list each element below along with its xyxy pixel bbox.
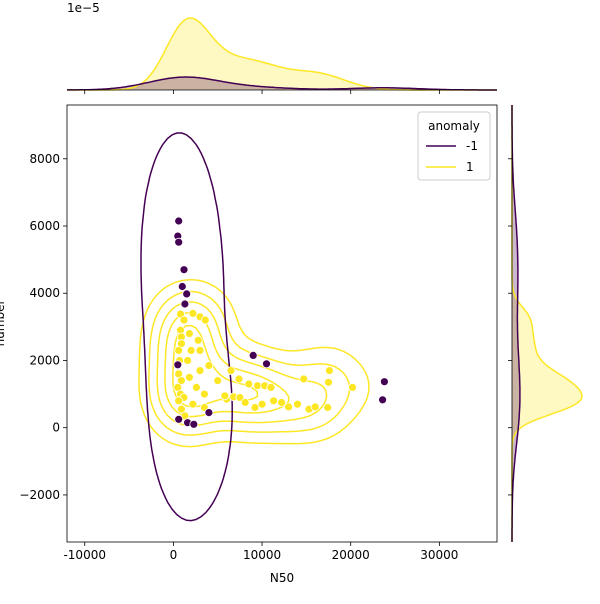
- x-tick-label: 30000: [420, 548, 458, 562]
- data-point-normal: [277, 398, 287, 407]
- data-point-normal: [188, 399, 198, 409]
- y-axis-ticks: −2000 0 2000 4000 6000 8000: [19, 152, 67, 502]
- data-point-normal: [323, 403, 333, 412]
- y-tick-label: 0: [52, 421, 60, 435]
- main-axes: -10000 0 10000 20000 30000 −2000 0 2000 4000 600…: [0, 104, 498, 585]
- data-point-normal: [266, 382, 276, 392]
- top-kde-fill-1: [67, 18, 497, 90]
- right-marginal-ticks: [508, 158, 512, 496]
- right-kde-fill-minus1: [512, 105, 520, 542]
- x-axis-ticks: -10000 0 10000 20000 30000: [63, 542, 458, 562]
- y-tick-label: 8000: [29, 152, 60, 166]
- data-point-normal: [284, 402, 294, 412]
- data-point-normal: [184, 329, 194, 339]
- data-point-normal: [183, 356, 193, 365]
- scatter-points: [173, 216, 389, 429]
- data-point-normal: [235, 393, 245, 402]
- x-tick-label: 10000: [243, 548, 281, 562]
- top-marginal-offset-label: 1e−5: [67, 1, 100, 15]
- data-point-normal: [324, 377, 333, 387]
- data-point-normal: [179, 315, 189, 325]
- data-point-normal: [293, 399, 302, 409]
- x-tick-label: 20000: [332, 548, 370, 562]
- legend: anomaly -1 1: [417, 111, 491, 181]
- legend-label-minus1: -1: [466, 139, 478, 153]
- top-kde-line-minus1: [67, 76, 497, 91]
- data-point-normal: [299, 374, 309, 384]
- y-tick-label: 4000: [29, 286, 60, 300]
- data-point-anomaly: [177, 282, 187, 291]
- data-point-anomaly: [262, 359, 271, 369]
- legend-title: anomaly: [428, 119, 480, 133]
- data-point-anomaly: [204, 408, 214, 418]
- data-point-normal: [348, 382, 357, 392]
- x-tick-label: -10000: [63, 548, 106, 562]
- data-point-normal: [244, 379, 254, 389]
- kde-contour-line: [140, 132, 233, 522]
- data-point-normal: [174, 396, 184, 406]
- data-point-anomaly: [174, 237, 184, 247]
- data-point-normal: [226, 366, 236, 376]
- y-tick-label: 6000: [29, 219, 60, 233]
- data-point-normal: [220, 391, 230, 401]
- data-point-normal: [213, 376, 223, 386]
- data-point-normal: [240, 398, 250, 407]
- data-point-normal: [188, 308, 198, 318]
- right-marginal-kde: [508, 105, 583, 542]
- top-kde-fill-minus1: [67, 77, 497, 90]
- data-point-anomaly: [378, 395, 388, 405]
- data-point-normal: [186, 345, 196, 355]
- data-point-normal: [193, 335, 203, 345]
- x-tick-label: 0: [170, 548, 178, 562]
- data-point-normal: [204, 361, 214, 370]
- data-point-normal: [310, 402, 320, 412]
- right-kde-line-minus1: [511, 105, 521, 542]
- data-point-anomaly: [179, 265, 189, 275]
- data-point-normal: [250, 403, 260, 412]
- top-marginal-ticks: [84, 90, 440, 94]
- main-axes-frame: [66, 104, 498, 543]
- data-point-anomaly: [379, 377, 389, 387]
- right-kde-fill-1: [512, 105, 582, 542]
- data-point-anomaly: [180, 299, 190, 309]
- legend-label-1: 1: [466, 160, 474, 174]
- data-point-normal: [195, 366, 205, 376]
- data-point-normal: [200, 315, 210, 325]
- y-tick-label: 2000: [29, 353, 60, 367]
- data-point-normal: [195, 345, 205, 355]
- x-axis-label: N50: [270, 571, 294, 585]
- data-point-normal: [191, 382, 201, 392]
- top-marginal-kde: 1e−5: [67, 1, 497, 94]
- data-point-anomaly: [174, 414, 184, 424]
- data-point-normal: [176, 404, 186, 414]
- data-point-normal: [324, 366, 334, 376]
- data-point-anomaly: [248, 350, 258, 360]
- kde-contours: [138, 132, 370, 522]
- data-point-normal: [199, 389, 209, 399]
- data-point-normal: [257, 399, 267, 409]
- data-point-anomaly: [173, 360, 183, 370]
- data-point-normal: [234, 374, 244, 384]
- data-point-normal: [184, 372, 194, 382]
- data-point-anomaly: [182, 289, 192, 299]
- data-point-normal: [176, 376, 186, 386]
- data-point-anomaly: [174, 216, 184, 226]
- data-point-normal: [174, 345, 184, 355]
- y-axis-label: number: [0, 300, 7, 347]
- y-tick-label: −2000: [19, 488, 60, 502]
- data-point-anomaly: [189, 419, 199, 429]
- data-point-normal: [269, 396, 279, 406]
